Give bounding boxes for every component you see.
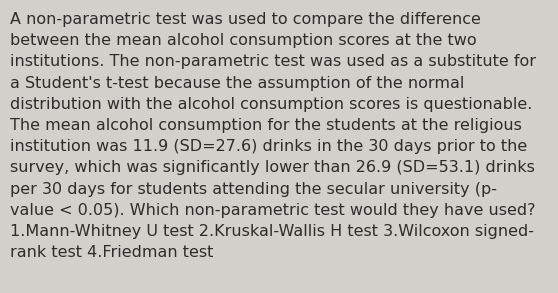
Text: survey, which was significantly lower than 26.9 (SD=53.1) drinks: survey, which was significantly lower th… <box>10 160 535 176</box>
Text: 1.Mann-Whitney U test 2.Kruskal-Wallis H test 3.Wilcoxon signed-: 1.Mann-Whitney U test 2.Kruskal-Wallis H… <box>10 224 534 239</box>
Text: per 30 days for students attending the secular university (p-: per 30 days for students attending the s… <box>10 182 497 197</box>
Text: institutions. The non-parametric test was used as a substitute for: institutions. The non-parametric test wa… <box>10 54 536 69</box>
Text: a Student's t-test because the assumption of the normal: a Student's t-test because the assumptio… <box>10 76 464 91</box>
Text: distribution with the alcohol consumption scores is questionable.: distribution with the alcohol consumptio… <box>10 97 532 112</box>
Text: rank test 4.Friedman test: rank test 4.Friedman test <box>10 245 213 260</box>
Text: value < 0.05). Which non-parametric test would they have used?: value < 0.05). Which non-parametric test… <box>10 203 536 218</box>
Text: A non-parametric test was used to compare the difference: A non-parametric test was used to compar… <box>10 12 481 27</box>
Text: institution was 11.9 (SD=27.6) drinks in the 30 days prior to the: institution was 11.9 (SD=27.6) drinks in… <box>10 139 527 154</box>
Text: between the mean alcohol consumption scores at the two: between the mean alcohol consumption sco… <box>10 33 477 48</box>
Text: The mean alcohol consumption for the students at the religious: The mean alcohol consumption for the stu… <box>10 118 522 133</box>
